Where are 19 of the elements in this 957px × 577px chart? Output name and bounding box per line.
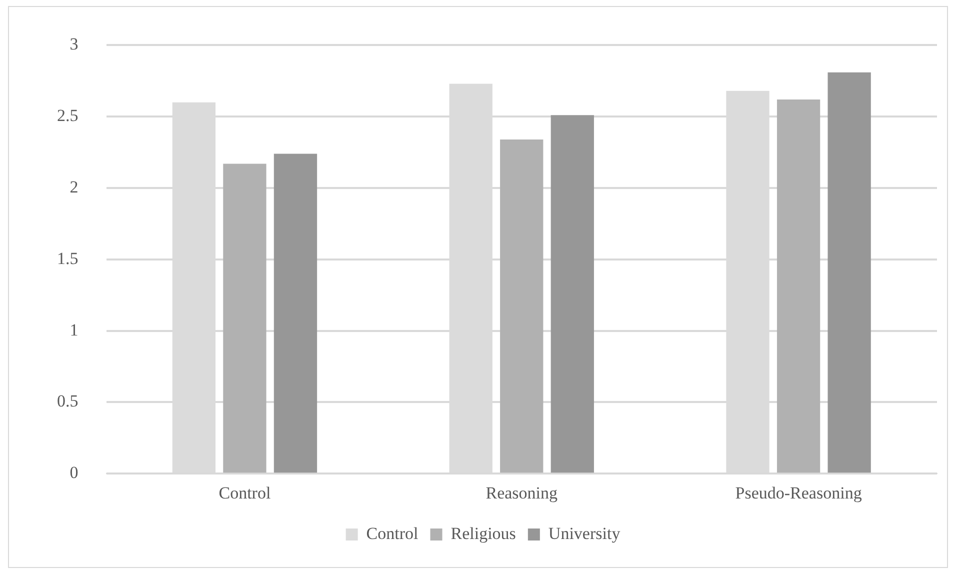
legend-label: University bbox=[548, 524, 621, 543]
x-tick-label: Control bbox=[218, 483, 271, 502]
bar bbox=[223, 164, 266, 473]
y-tick-label: 0 bbox=[70, 463, 78, 482]
y-tick-label: 1.5 bbox=[57, 248, 78, 268]
legend-label: Control bbox=[366, 524, 419, 543]
y-tick-label: 0.5 bbox=[57, 392, 78, 411]
x-tick-label: Pseudo-Reasoning bbox=[735, 483, 862, 502]
x-tick-label: Reasoning bbox=[486, 483, 558, 502]
y-tick-label: 2 bbox=[70, 177, 78, 196]
bar bbox=[550, 115, 594, 473]
y-tick-label: 3 bbox=[70, 34, 78, 54]
legend-label: Religious bbox=[450, 524, 516, 543]
bar bbox=[776, 99, 820, 473]
y-tick-label: 1 bbox=[70, 320, 78, 340]
bar bbox=[500, 139, 544, 473]
bar bbox=[274, 154, 318, 473]
bar bbox=[828, 72, 871, 473]
y-tick-label: 2.5 bbox=[57, 106, 78, 126]
